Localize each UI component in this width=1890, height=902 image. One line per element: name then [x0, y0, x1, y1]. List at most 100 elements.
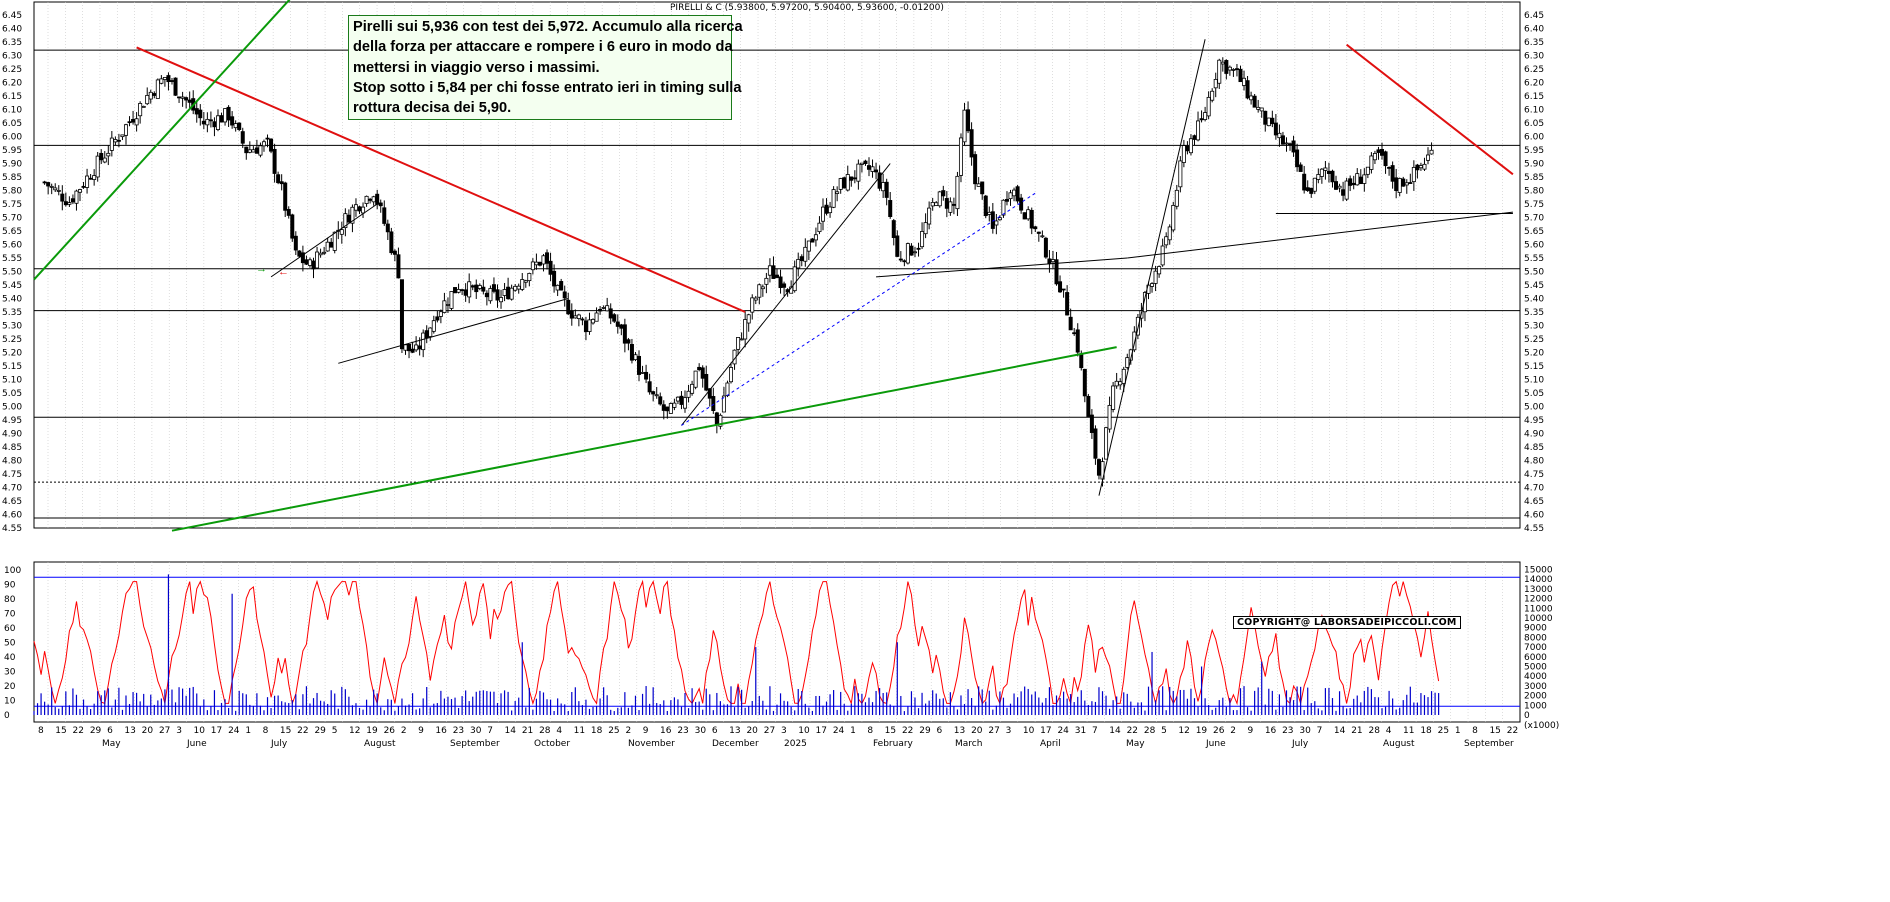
- candle-body: [633, 354, 638, 361]
- candle: [711, 387, 716, 414]
- candle-body: [1245, 80, 1250, 99]
- candle: [1096, 458, 1101, 480]
- candle: [1040, 230, 1045, 238]
- candle: [353, 198, 358, 217]
- candle: [102, 151, 107, 164]
- price-tick-left: 4.60: [2, 511, 22, 521]
- candle: [640, 365, 645, 374]
- candle: [1033, 225, 1038, 233]
- price-tick-right: 5.55: [1524, 254, 1544, 264]
- price-tick-right: 6.25: [1524, 65, 1544, 75]
- candle: [120, 134, 125, 141]
- candle-body: [389, 231, 394, 254]
- price-tick-left: 6.10: [2, 106, 22, 116]
- candle: [1111, 382, 1116, 413]
- candle: [966, 101, 971, 134]
- candle-body: [1284, 142, 1289, 145]
- candle-body: [364, 195, 369, 204]
- month-label: July: [270, 739, 288, 749]
- candle-body: [194, 108, 199, 115]
- candle: [230, 111, 235, 129]
- candle-body: [700, 367, 705, 379]
- day-tick: 19: [366, 726, 378, 736]
- candle: [626, 337, 631, 351]
- candle: [1249, 91, 1254, 105]
- candle-body: [1298, 164, 1303, 172]
- horizontal-levels: [34, 49, 1520, 519]
- candle-body: [1107, 404, 1112, 430]
- day-tick: 24: [1057, 726, 1069, 736]
- price-tick-left: 5.35: [2, 308, 22, 318]
- candle: [1418, 162, 1423, 171]
- candle: [1337, 183, 1342, 193]
- candle: [1270, 110, 1275, 128]
- candle: [506, 277, 511, 300]
- candle: [488, 285, 493, 304]
- candle-body: [102, 157, 107, 163]
- oscillator-tick: 60: [4, 624, 16, 634]
- day-tick: 4: [556, 726, 562, 736]
- candle: [46, 181, 51, 195]
- candle: [1390, 161, 1395, 189]
- candle-body: [580, 318, 585, 321]
- candle: [884, 178, 889, 206]
- candle-body: [1404, 182, 1409, 186]
- copyright-label: COPYRIGHT@ LABORSADEIPICCOLI.COM: [1233, 616, 1461, 629]
- day-tick: 5: [1161, 726, 1167, 736]
- candle-body: [1019, 197, 1024, 211]
- candle: [1181, 139, 1186, 168]
- candle: [927, 201, 932, 230]
- candle-body: [56, 190, 61, 192]
- candle-body: [874, 169, 879, 173]
- price-tick-left: 5.45: [2, 281, 22, 291]
- candle-body: [46, 182, 51, 187]
- candle: [1263, 110, 1268, 132]
- candle: [460, 288, 465, 296]
- candle-body: [1022, 212, 1027, 220]
- candle: [700, 365, 705, 388]
- candle: [721, 386, 726, 413]
- candle: [191, 90, 196, 115]
- candle-body: [456, 289, 461, 293]
- candle: [329, 237, 334, 248]
- day-tick: 29: [919, 726, 931, 736]
- candle-body: [134, 118, 139, 126]
- candle-body: [796, 259, 801, 269]
- candle: [286, 206, 291, 219]
- candle: [1054, 251, 1059, 286]
- candle-body: [651, 391, 656, 395]
- candle: [145, 87, 150, 106]
- candle: [548, 252, 553, 282]
- candle-body: [778, 276, 783, 289]
- candle-body: [958, 137, 963, 176]
- candle: [1185, 141, 1190, 155]
- candle: [215, 109, 220, 132]
- candle-body: [226, 106, 231, 121]
- oscillator-axis: 1009080706050403020100150001400013000120…: [4, 566, 1559, 732]
- candle-body: [1394, 177, 1399, 191]
- candle-body: [562, 291, 567, 299]
- candle: [1210, 88, 1215, 103]
- candle: [109, 131, 114, 157]
- candle-body: [141, 105, 146, 108]
- candle-body: [647, 381, 652, 393]
- candle: [1316, 168, 1321, 184]
- candle-body: [1203, 112, 1208, 120]
- candle-body: [803, 246, 808, 262]
- candle: [909, 243, 914, 256]
- candle: [654, 386, 659, 399]
- candle: [934, 201, 939, 207]
- candle: [1273, 113, 1278, 140]
- candle: [775, 268, 780, 279]
- candle: [672, 398, 677, 411]
- candle: [396, 247, 401, 279]
- candle-body: [74, 190, 79, 204]
- candle-body: [1036, 231, 1041, 234]
- price-tick-right: 5.25: [1524, 335, 1544, 345]
- candle-body: [1231, 69, 1236, 71]
- candle-body: [976, 183, 981, 187]
- candle-body: [1181, 145, 1186, 163]
- candle-body: [424, 330, 429, 338]
- candle-body: [123, 124, 128, 136]
